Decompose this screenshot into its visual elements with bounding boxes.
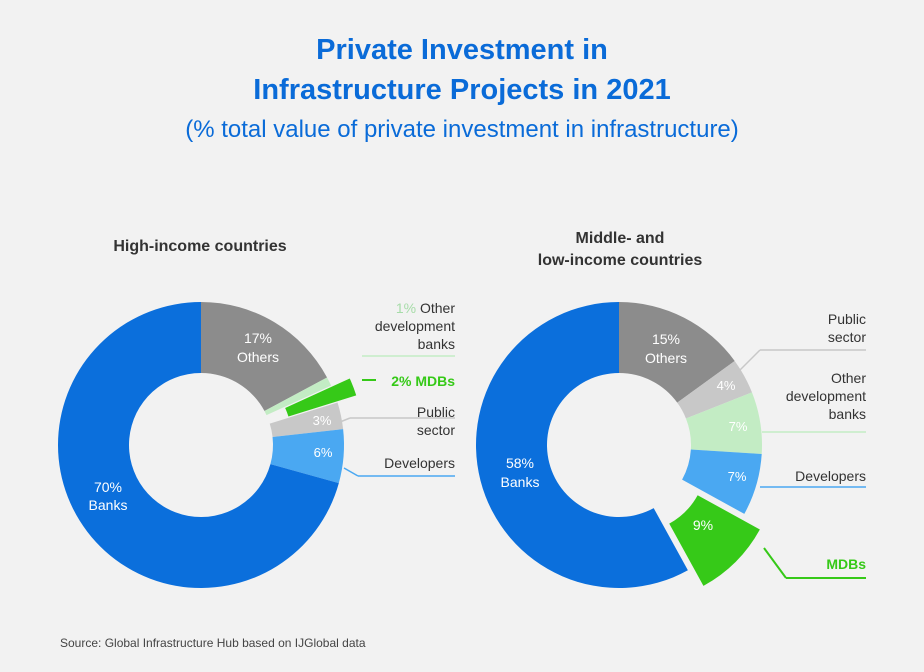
c2-others-label: Others xyxy=(645,350,687,366)
slice-banks xyxy=(57,302,339,588)
title-line-1: Private Investment in xyxy=(316,34,608,66)
c2-odb-pct: 7% xyxy=(729,419,748,434)
c2-developers-label: Developers xyxy=(795,468,866,484)
slice-others xyxy=(201,302,328,411)
c2-banks-label: Banks xyxy=(501,474,540,490)
slice-mdbs xyxy=(285,378,357,417)
c2-mdb-pct: 9% xyxy=(693,517,713,533)
c2-mdb-label: MDBs xyxy=(826,556,866,572)
slice-others xyxy=(619,302,735,403)
donut-middle-low-income xyxy=(475,302,762,589)
c2-odb-label-line3: banks xyxy=(829,406,866,422)
c1-developers-pct: 6% xyxy=(314,445,333,460)
chart-title-high-income: High-income countries xyxy=(113,238,287,255)
c1-developers-label: Developers xyxy=(384,455,455,471)
c2-developers-pct: 7% xyxy=(728,469,747,484)
c1-odb-label-line3: banks xyxy=(418,336,455,352)
slice-public-sector xyxy=(269,402,344,438)
c1-mdb-label: 2% MDBs xyxy=(391,373,455,389)
c1-others-pct: 17% xyxy=(244,330,272,346)
c2-public-label-line2: sector xyxy=(828,329,866,345)
c1-odb-label-line2: development xyxy=(375,318,455,334)
donut-high-income xyxy=(57,302,357,588)
c1-public-pct: 3% xyxy=(313,413,332,428)
c2-odb-label-line1: Other xyxy=(831,370,866,386)
c1-others-label: Others xyxy=(237,349,279,365)
c2-public-pct: 4% xyxy=(717,378,736,393)
c2-others-pct: 15% xyxy=(652,331,680,347)
page-title: Private Investment in Infrastructure Pro… xyxy=(0,30,924,110)
chart-title-line-1: Middle- and xyxy=(575,230,665,247)
c1-developers-leader xyxy=(343,467,359,477)
slice-banks xyxy=(475,302,688,589)
slice-mdbs xyxy=(669,495,760,586)
c1-banks-label: Banks xyxy=(89,497,128,513)
slice-developers xyxy=(682,449,762,514)
c1-public-label-line2: sector xyxy=(417,422,455,438)
chart-title-middle-low-income: Middle- and low-income countries xyxy=(470,228,770,272)
c1-public-leader xyxy=(339,417,351,423)
slice-other-development-banks xyxy=(264,377,332,416)
title-line-2: Infrastructure Projects in 2021 xyxy=(253,74,671,106)
c1-odb-pct: 1% xyxy=(396,300,416,316)
c1-public-label-line1: Public xyxy=(417,404,455,420)
c2-banks-pct: 58% xyxy=(506,455,534,471)
page-subtitle: (% total value of private investment in … xyxy=(185,116,739,143)
slice-public-sector xyxy=(677,360,752,419)
c2-odb-label-line2: development xyxy=(786,388,866,404)
c2-public-label-line1: Public xyxy=(828,311,866,327)
c1-odb-word: Other xyxy=(420,300,455,316)
c1-odb-label-line1: 1% Other xyxy=(396,300,455,316)
c1-banks-pct: 70% xyxy=(94,479,122,495)
c2-public-leader xyxy=(739,349,761,371)
slice-developers xyxy=(270,429,344,484)
slice-other-development-banks xyxy=(685,392,762,454)
source-note: Source: Global Infrastructure Hub based … xyxy=(60,636,366,650)
c2-mdb-leader xyxy=(763,547,787,579)
chart-title-line-2: low-income countries xyxy=(537,252,703,269)
